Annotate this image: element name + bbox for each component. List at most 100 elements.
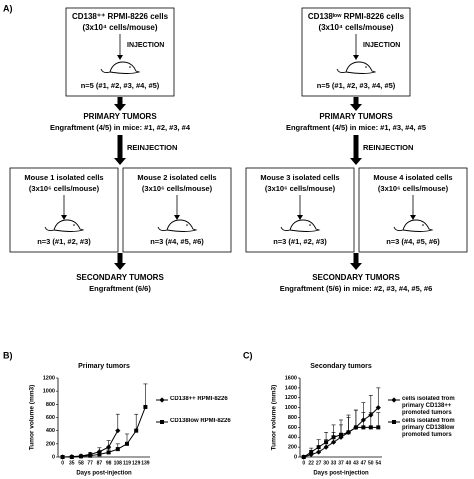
legend-label: cells isolated from primary CD138low pro… — [402, 418, 455, 438]
arrow-head — [353, 55, 359, 60]
secondary-title: SECONDARY TUMORS — [312, 273, 400, 282]
big-arrow-shaft — [117, 135, 123, 159]
y-tick-label: 600 — [46, 415, 55, 421]
y-tick-label: 0 — [52, 454, 55, 460]
secondary-engraftment: Engraftment (6/6) — [89, 284, 151, 293]
primary-engraftment: Engraftment (4/5) in mice: #1, #3, #4, #… — [286, 123, 426, 132]
subgroup-dose: (3x10⁶ cells/mouse) — [265, 184, 336, 193]
x-tick-label: 139 — [141, 460, 150, 466]
y-tick-label: 400 — [46, 428, 55, 434]
legend-marker — [159, 397, 165, 403]
y-tick-label: 1000 — [43, 389, 55, 395]
marker-square — [134, 428, 139, 433]
x-tick-label: 43 — [353, 460, 359, 466]
marker-square — [301, 455, 306, 459]
legend-label: CD138++ RPMI-8226 — [170, 396, 228, 402]
x-tick-label: 35 — [69, 460, 75, 466]
cells-title: CD138ˡᵒʷ RPMI-8226 cells — [308, 12, 405, 21]
mouse-eye — [309, 224, 311, 226]
y-tick-label: 200 — [288, 445, 297, 451]
marker-square — [331, 435, 336, 440]
marker-diamond — [115, 428, 121, 434]
x-tick-label: 27 — [316, 460, 322, 466]
legend-entry: CD138++ RPMI-8226 — [170, 396, 228, 402]
subgroup-box — [122, 167, 232, 253]
x-axis-label: Days post-injection — [313, 471, 369, 477]
big-arrow-head — [350, 263, 362, 270]
y-tick-label: 1600 — [285, 375, 297, 381]
mouse-icon — [157, 219, 198, 232]
marker-square — [309, 450, 314, 455]
arrow-head — [410, 215, 416, 220]
big-arrow-head — [350, 104, 362, 111]
marker-square — [60, 455, 65, 459]
arrow-head — [174, 215, 180, 220]
marker-diamond — [106, 444, 112, 450]
y-tick-label: 800 — [46, 402, 55, 408]
y-tick-label: 1200 — [43, 375, 55, 381]
big-arrow-shaft — [117, 253, 123, 264]
cells-dose: (3x10⁴ cells/mouse) — [82, 23, 157, 32]
cells-box — [301, 7, 411, 97]
legend-entry: cells isolated from primary CD138low pro… — [402, 418, 455, 438]
big-arrow-shaft — [353, 135, 359, 159]
marker-square — [125, 441, 129, 446]
marker-square — [143, 404, 148, 409]
mouse-eye — [73, 224, 75, 226]
y-tick-label: 1200 — [285, 395, 297, 401]
mouse-icon — [280, 219, 321, 232]
subgroup-count: n=3 (#1, #2, #3) — [273, 237, 327, 246]
subgroup-box — [245, 167, 355, 253]
x-tick-label: 54 — [375, 460, 381, 466]
y-tick-label: 1400 — [285, 385, 297, 391]
y-tick-label: 400 — [288, 435, 297, 441]
subgroup-dose: (3x10⁶ cells/mouse) — [378, 184, 449, 193]
mouse-icon — [100, 61, 141, 74]
x-tick-label: 40 — [346, 460, 352, 466]
x-tick-label: 58 — [78, 460, 84, 466]
marker-square — [88, 453, 93, 458]
x-tick-label: 33 — [331, 460, 337, 466]
subgroup-dose: (3x10⁶ cells/mouse) — [142, 184, 213, 193]
x-tick-label: 22 — [308, 460, 314, 466]
x-tick-label: 98 — [106, 460, 112, 466]
mouse-icon — [44, 219, 85, 232]
subgroup-dose: (3x10⁶ cells/mouse) — [29, 184, 100, 193]
mouse-eye — [129, 66, 131, 68]
subgroup-title: Mouse 2 isolated cells — [137, 173, 216, 182]
marker-square — [69, 455, 74, 459]
x-tick-label: 87 — [97, 460, 103, 466]
mouse-eye — [186, 224, 188, 226]
injection-label: INJECTION — [127, 42, 164, 49]
subgroup-box — [358, 167, 468, 253]
series-line — [62, 406, 146, 458]
marker-square — [353, 425, 358, 430]
cells-title: CD138⁺⁺ RPMI-8226 cells — [72, 12, 169, 21]
arrow-head — [297, 215, 303, 220]
reinjection-label: REINJECTION — [127, 143, 177, 152]
big-arrow-head — [114, 158, 126, 165]
x-tick-label: 50 — [368, 460, 374, 466]
x-tick-label: 77 — [87, 460, 93, 466]
arrow-head — [61, 215, 67, 220]
marker-square — [361, 425, 366, 430]
mouse-icon — [336, 61, 377, 74]
subgroup-count: n=3 (#4, #5, #6) — [386, 237, 440, 246]
arrow-head — [117, 55, 123, 60]
primary-title: PRIMARY TUMORS — [83, 112, 157, 121]
marker-square — [339, 432, 343, 437]
y-tick-label: 0 — [294, 454, 297, 460]
chart-title: Primary tumors — [78, 363, 130, 370]
big-arrow-shaft — [353, 253, 359, 264]
cells-box — [65, 7, 175, 97]
mouse-icon — [393, 219, 434, 232]
legend-marker — [160, 420, 164, 424]
big-arrow-head — [114, 263, 126, 270]
primary-title: PRIMARY TUMORS — [319, 112, 393, 121]
marker-square — [115, 447, 120, 452]
x-tick-label: 108 — [114, 460, 123, 466]
subgroup-count: n=3 (#1, #2, #3) — [37, 237, 91, 246]
y-tick-label: 1000 — [285, 405, 297, 411]
subgroup-title: Mouse 1 isolated cells — [24, 173, 103, 182]
